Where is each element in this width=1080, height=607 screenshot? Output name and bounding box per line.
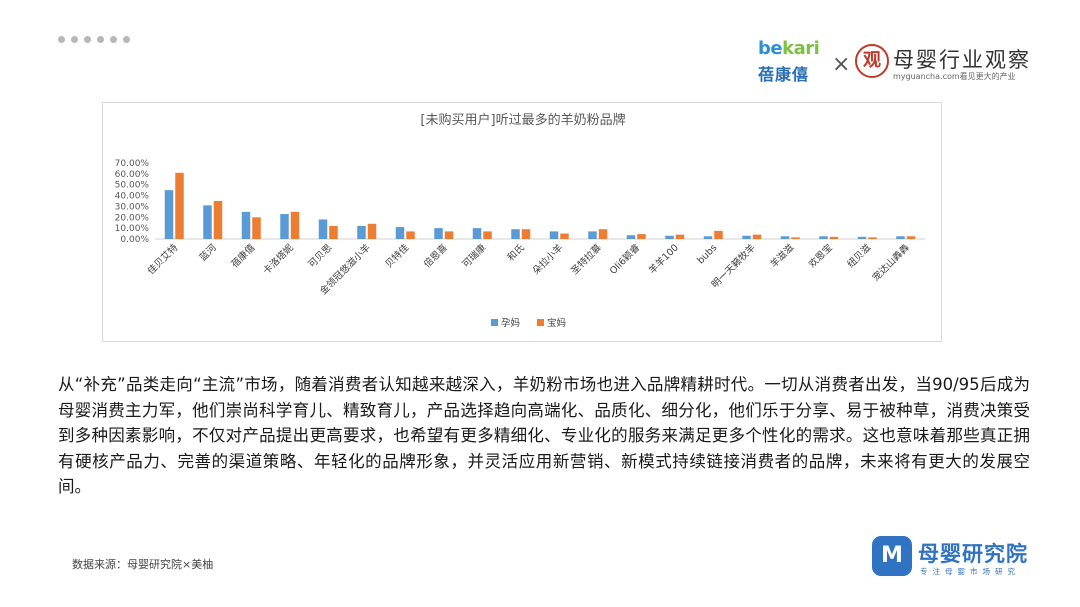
research-subtitle: 专注母婴市场研究 <box>920 567 1020 576</box>
y-tick-label: 50.00% <box>115 181 150 191</box>
bar-baoma <box>521 229 531 239</box>
bekari-latin-mark: bekari <box>758 38 820 59</box>
x-tick-label: 倍恩喜 <box>421 241 450 270</box>
y-tick-label: 20.00% <box>115 213 150 223</box>
legend-label: 宝妈 <box>547 317 566 329</box>
y-tick-label: 70.00% <box>115 159 150 169</box>
legend-label: 孕妈 <box>501 317 520 329</box>
y-tick-label: 60.00% <box>115 170 150 180</box>
x-tick-label: 贝特佳 <box>383 241 412 270</box>
x-tick-label: 羊滋滋 <box>768 241 797 270</box>
x-tick-label: 和氏 <box>506 242 528 264</box>
guancha-title: 母婴行业观察 <box>893 48 1031 72</box>
bar-yunma <box>434 228 443 239</box>
bar-yunma <box>703 236 713 239</box>
bar-yunma <box>511 229 520 239</box>
bar-yunma <box>819 236 828 239</box>
bar-baoma <box>791 237 800 239</box>
bar-yunma <box>472 228 482 239</box>
bar-yunma <box>241 211 251 239</box>
dot <box>58 36 65 43</box>
collab-times-symbol: × <box>832 52 851 77</box>
bar-baoma <box>829 236 839 239</box>
bekari-logo: bekari 蓓康僖 <box>758 40 830 90</box>
bar-baoma <box>637 234 646 239</box>
bar-baoma <box>598 229 608 239</box>
dot <box>110 36 117 43</box>
x-tick-label: 可贝思 <box>306 242 334 270</box>
bar-yunma <box>395 227 405 239</box>
bar-yunma <box>896 236 905 239</box>
x-tick-label: bubs <box>695 242 719 266</box>
x-tick-label: 宠达山羴羴 <box>870 241 912 283</box>
bar-yunma <box>742 235 751 239</box>
bar-baoma <box>213 201 223 239</box>
bar-baoma <box>675 234 685 239</box>
bar-yunma <box>164 190 174 239</box>
y-tick-label: 10.00% <box>115 224 150 234</box>
bar-yunma <box>665 235 674 239</box>
bar-baoma <box>714 230 723 239</box>
bar-baoma <box>483 231 492 239</box>
legend-swatch <box>537 319 544 326</box>
bar-yunma <box>626 235 636 239</box>
x-tick-label: 蓓康僖 <box>229 241 258 270</box>
x-tick-label: 欢恩宝 <box>806 242 835 271</box>
bar-baoma <box>752 234 762 239</box>
bar-baoma <box>252 217 261 239</box>
bekari-cn-name: 蓓康僖 <box>758 65 810 84</box>
x-tick-label: Oli6颖睿 <box>607 241 643 277</box>
data-source-note: 数据来源：母婴研究院×美柚 <box>72 558 214 571</box>
bar-baoma <box>444 231 454 239</box>
bar-chart: [未购买用户]听过最多的羊奶粉品牌 0.00%10.00%20.00%30.00%… <box>115 112 925 329</box>
guancha-logo: 观 母婴行业观察 myguancha.com看见更大的产业 <box>855 44 1045 88</box>
chart-title: [未购买用户]听过最多的羊奶粉品牌 <box>420 112 625 128</box>
bar-baoma <box>560 233 569 239</box>
research-institute-logo: M 母婴研究院 专注母婴市场研究 <box>872 536 1052 580</box>
bar-yunma <box>357 225 366 239</box>
legend-swatch <box>491 319 498 326</box>
guancha-seal-icon: 观 <box>855 44 889 78</box>
x-tick-label: 朵拉小羊 <box>530 242 565 277</box>
dot <box>123 36 130 43</box>
x-tick-label: 纽贝滋 <box>845 241 874 270</box>
bar-baoma <box>329 225 338 239</box>
bar-chart-panel: [未购买用户]听过最多的羊奶粉品牌 0.00% 10.00% 20.00% 30.00%… <box>102 102 942 342</box>
y-tick-label: 40.00% <box>115 192 150 202</box>
bar-yunma <box>588 231 597 239</box>
bar-baoma <box>906 236 916 239</box>
x-tick-label: 圣特拉慕 <box>569 241 605 277</box>
x-tick-label: 羊羊100 <box>646 242 681 277</box>
x-tick-label: 佳贝艾特 <box>145 241 181 277</box>
bar-yunma <box>780 236 790 239</box>
guancha-subtitle: myguancha.com看见更大的产业 <box>893 72 1016 81</box>
body-paragraph: 从“补充”品类走向“主流”市场，随着消费者认知越来越深入，羊奶粉市场也进入品牌精… <box>58 375 1030 496</box>
y-tick-label: 30.00% <box>115 202 150 212</box>
bar-yunma <box>203 205 212 239</box>
bar-yunma <box>280 214 289 239</box>
x-tick-label: 卡洛塔妮 <box>261 241 297 277</box>
dot <box>84 36 91 43</box>
dot <box>71 36 78 43</box>
research-m-icon: M <box>872 536 912 576</box>
bar-baoma <box>406 231 415 239</box>
bar-yunma <box>318 219 328 239</box>
x-tick-label: 可瑞康 <box>460 241 489 270</box>
bar-baoma <box>367 223 377 239</box>
bar-baoma <box>175 172 184 239</box>
bar-yunma <box>857 236 867 239</box>
bar-yunma <box>549 231 559 239</box>
research-title: 母婴研究院 <box>918 542 1028 566</box>
bar-baoma <box>868 237 877 239</box>
bar-baoma <box>290 211 300 239</box>
page-indicator-dots <box>58 36 130 43</box>
x-tick-label: 蓝河 <box>197 241 219 263</box>
dot <box>97 36 104 43</box>
y-tick-label: 0.00% <box>120 235 149 245</box>
